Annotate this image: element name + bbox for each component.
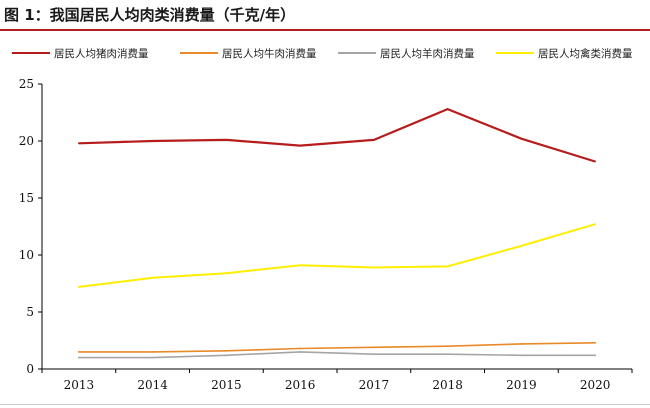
series-2-point-7 [594,341,597,344]
series-3-point-0 [77,356,80,359]
x-tick-label-6: 2019 [506,378,537,392]
y-tick-label-3: 15 [19,191,34,205]
series-3-point-4 [372,353,375,356]
series-2-point-2 [225,349,228,352]
series-2-point-0 [77,351,80,353]
x-tick-label-1: 2014 [137,378,168,392]
x-tick-label-4: 2017 [359,378,390,392]
x-tick-label-0: 2013 [64,378,95,392]
series-3-point-1 [151,356,154,359]
series-3-point-5 [446,353,449,356]
bottom-divider [0,404,650,405]
title-underline [0,29,650,31]
y-tick-label-5: 25 [19,77,34,91]
series-1-point-7 [594,160,597,163]
series-line-4 [78,223,596,288]
x-tick-label-7: 2020 [580,378,611,392]
series-4-point-1 [151,276,154,279]
series-4-point-7 [594,223,597,226]
series-1-point-3 [299,144,302,147]
series-2-point-3 [299,347,302,350]
legend-label-1: 居民人均猪肉消费量 [54,47,149,60]
series-3-point-3 [299,351,302,353]
series-1-point-4 [372,138,375,141]
series-1-point-5 [446,108,449,110]
y-tick-label-1: 5 [26,305,34,319]
legend-label-4: 居民人均禽类消费量 [538,47,633,60]
series-2-point-6 [520,343,523,345]
series-4-point-3 [299,264,302,267]
series-line-1 [78,107,596,163]
x-tick-label-2: 2015 [211,378,242,392]
series-line-3 [78,351,596,359]
y-tick-label-2: 10 [19,248,34,262]
series-1-point-0 [77,142,80,145]
series-2-point-5 [446,345,449,348]
x-tick-label-3: 2016 [285,378,316,392]
series-3-point-2 [225,354,228,357]
series-4-point-4 [372,266,375,269]
y-tick-label-4: 20 [19,134,34,148]
series-1-point-6 [520,137,523,140]
series-3-point-6 [520,354,523,357]
series-1-point-1 [151,140,154,142]
series-4-point-0 [77,286,80,288]
series-3-point-7 [594,354,597,357]
figure-title: 图 1：我国居民人均肉类消费量（千克/年） [4,6,296,24]
x-tick-label-5: 2018 [432,378,463,392]
legend-label-3: 居民人均羊肉消费量 [380,47,475,60]
figure-title-bar: 图 1：我国居民人均肉类消费量（千克/年） [0,0,650,31]
series-4-point-5 [446,265,449,268]
series-4-point-2 [225,272,228,275]
series-2-point-1 [151,351,154,353]
series-1-point-2 [225,138,228,141]
series-2-point-4 [372,346,375,349]
series-line-2 [78,342,596,353]
legend-label-2: 居民人均牛肉消费量 [222,47,317,60]
series-4-point-6 [520,244,523,247]
y-tick-label-0: 0 [26,362,34,376]
